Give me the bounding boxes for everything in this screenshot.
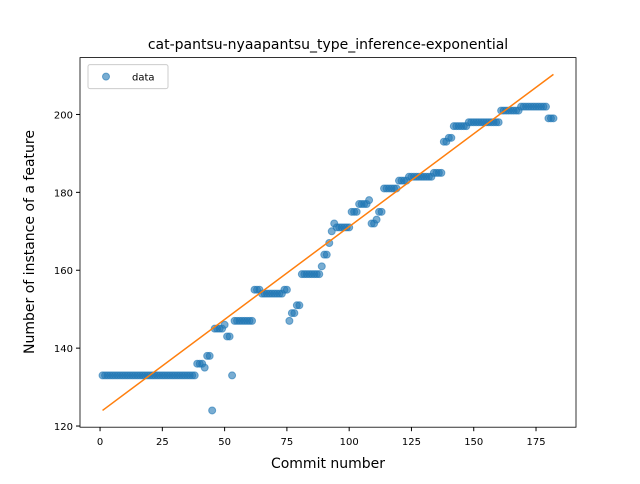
data-point [325,238,334,247]
data-point [282,285,291,294]
data-point [225,332,234,341]
data-point [317,262,326,271]
data-point [372,215,381,224]
data-point [447,133,456,142]
data-point [365,196,374,205]
data-point [315,270,324,279]
y-tick-label: 140 [54,344,73,355]
x-tick-label: 125 [402,437,421,448]
x-tick-label: 150 [464,437,483,448]
legend-label: data [132,73,155,84]
plot-frame [79,57,577,428]
y-tick-label: 180 [54,188,73,199]
data-point [248,316,257,325]
y-axis-label: Number of instance of a feature [22,130,38,354]
legend-marker [102,72,110,81]
data-point [290,309,299,318]
data-point [549,114,558,123]
data-point [541,102,550,111]
chart-title: cat-pantsu-nyaapantsu_type_inference-exp… [148,37,508,53]
data-point [205,351,214,360]
data-point [190,371,199,380]
data-point [352,207,361,216]
data-point [494,118,503,127]
x-tick-label: 0 [97,437,103,448]
fit-line [102,73,554,412]
x-tick-label: 25 [156,437,169,448]
data-point [285,316,294,325]
data-point [220,320,229,329]
y-tick-label: 200 [54,110,73,121]
data-point [377,207,386,216]
y-tick-label: 120 [54,422,73,433]
x-tick-label: 175 [526,437,545,448]
data-point [208,406,217,415]
x-tick-label: 100 [340,437,359,448]
legend-box [87,64,169,90]
data-point [200,363,209,372]
data-point [437,168,446,177]
data-point [295,301,304,310]
x-tick-label: 50 [218,437,231,448]
data-point [322,250,331,259]
y-tick-label: 160 [54,266,73,277]
x-tick-label: 75 [281,437,294,448]
data-point [228,371,237,380]
x-axis-label: Commit number [271,456,385,472]
